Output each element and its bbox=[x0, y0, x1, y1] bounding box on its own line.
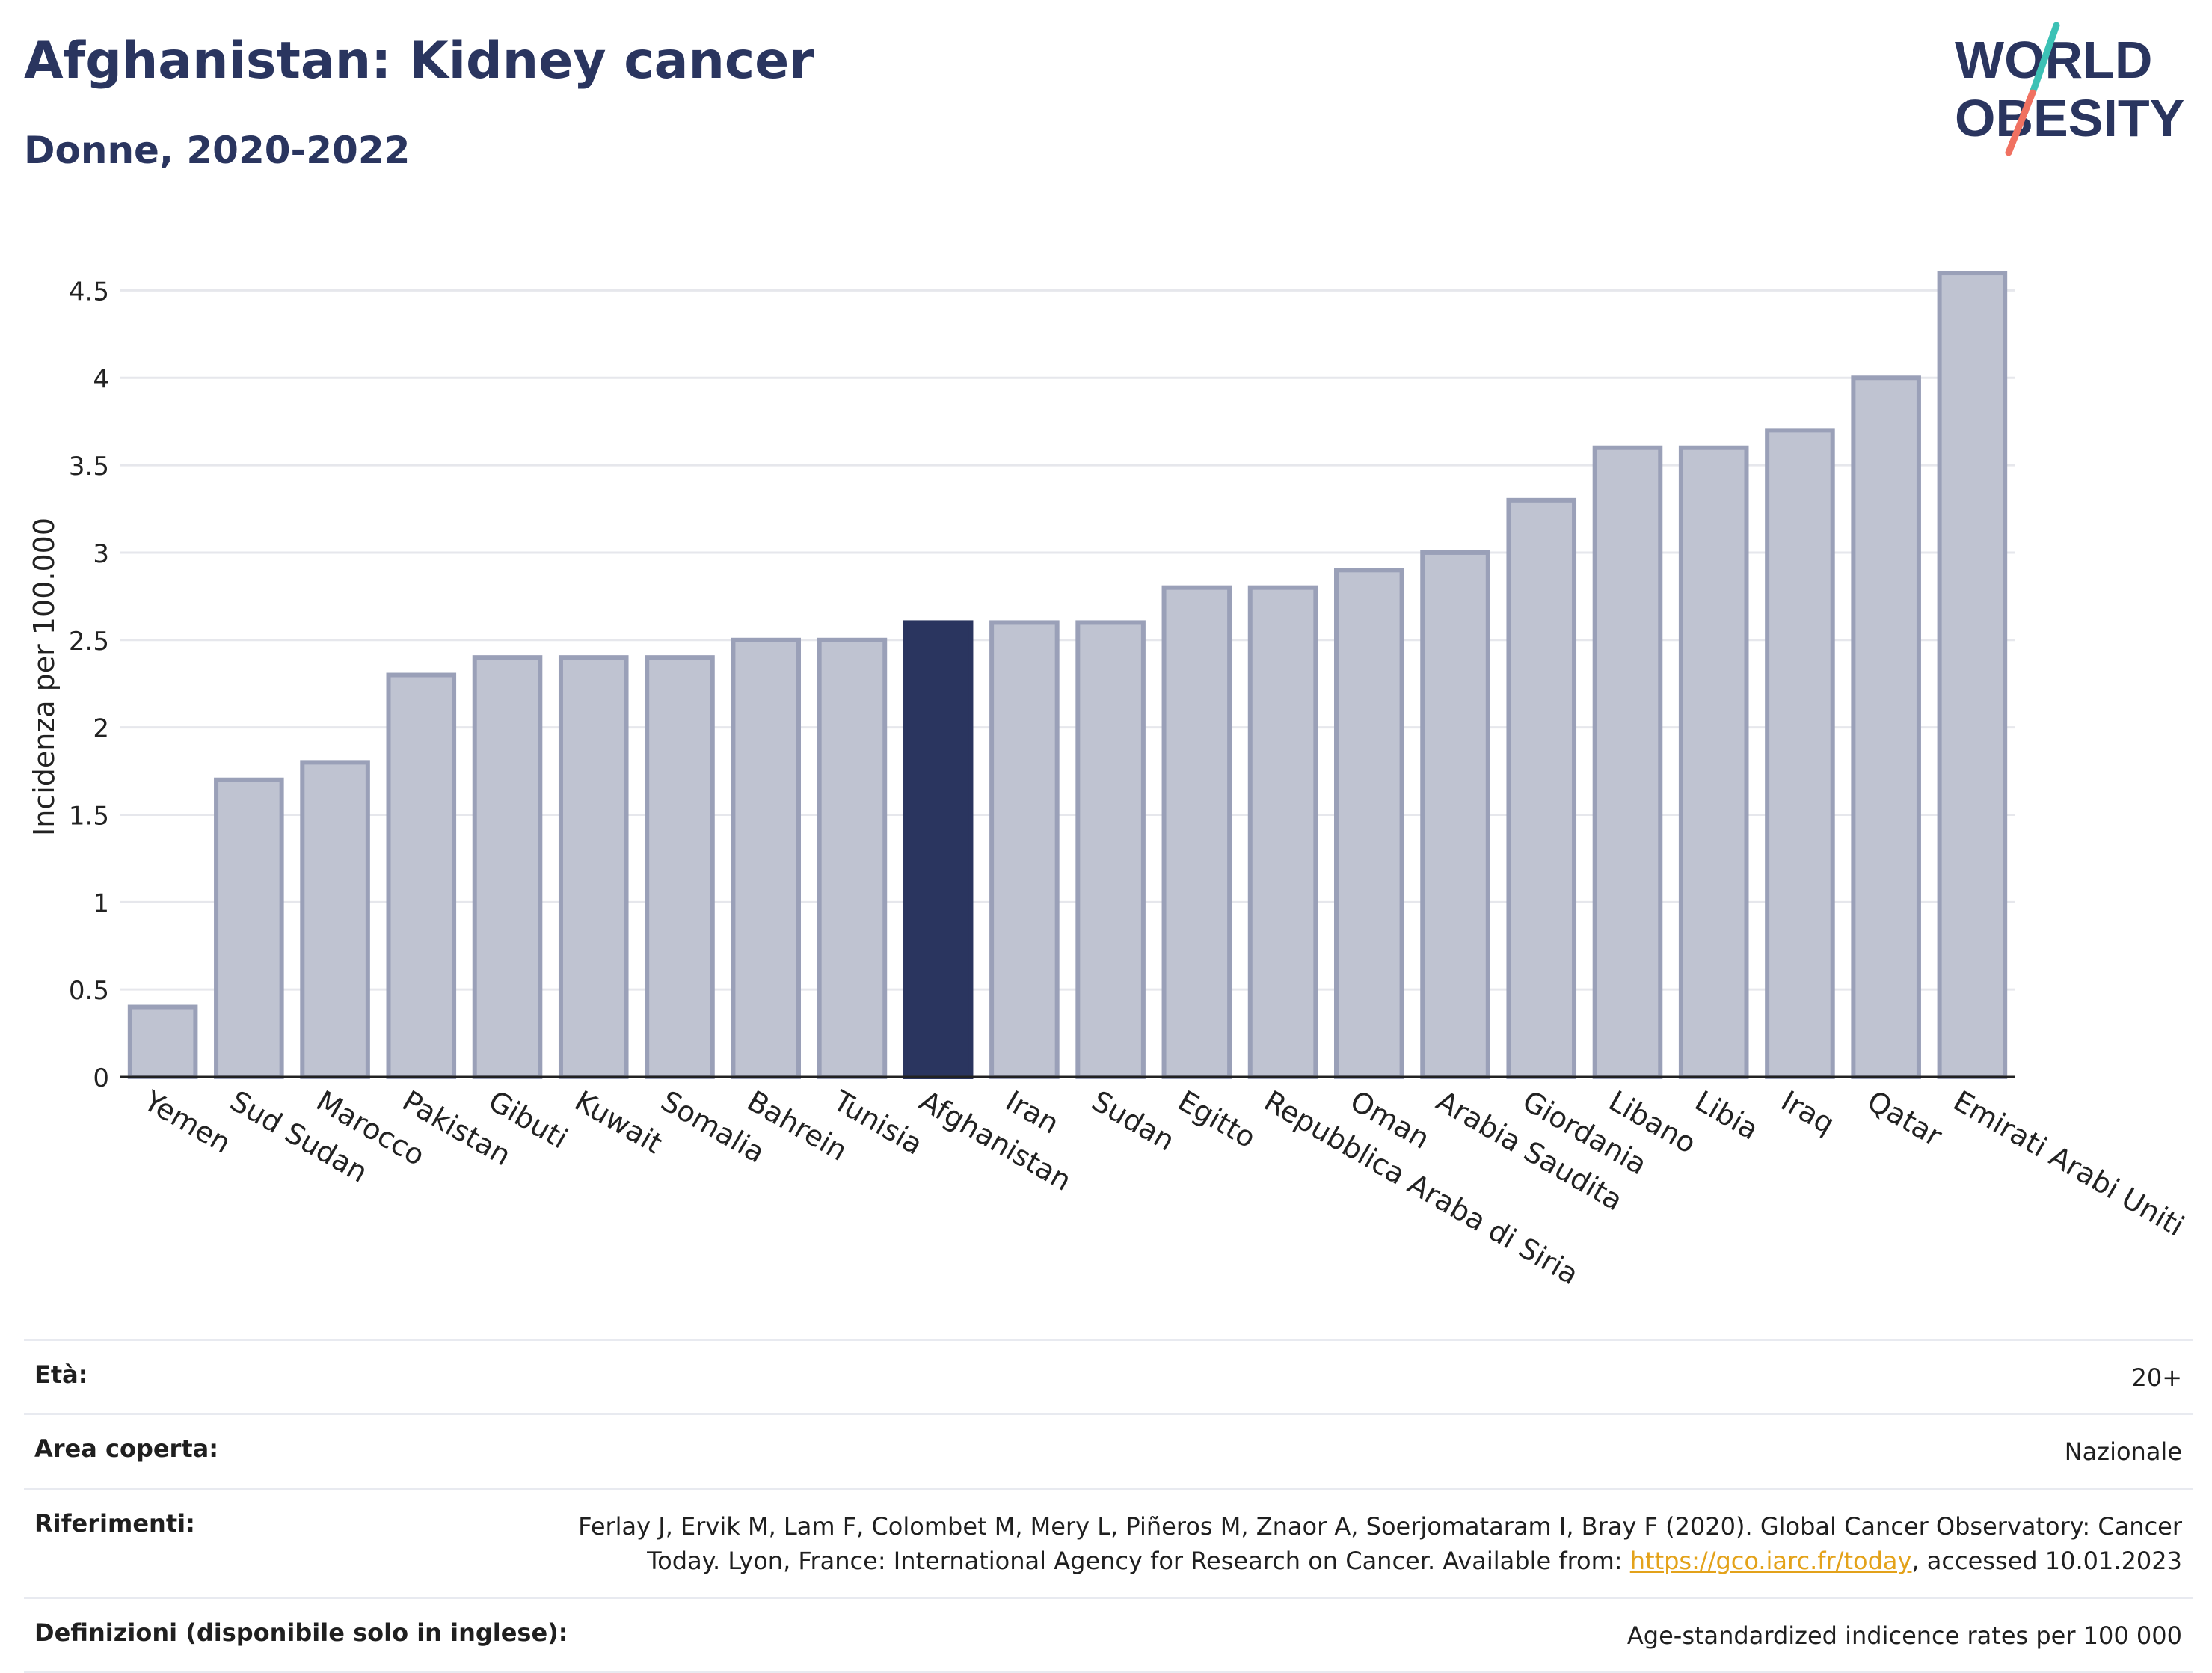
bar bbox=[1765, 428, 1835, 1079]
x-tick-label: Emirati Arabi Uniti bbox=[1948, 1084, 2190, 1243]
x-tick-label: Yemen bbox=[138, 1084, 236, 1160]
bar bbox=[1075, 620, 1146, 1079]
bar bbox=[1247, 585, 1318, 1079]
meta-row-age: Età: 20+ bbox=[24, 1339, 2193, 1413]
y-tick-label: 1.5 bbox=[69, 801, 109, 831]
references-accessed: , accessed 10.01.2023 bbox=[1911, 1547, 2182, 1576]
bar bbox=[472, 655, 543, 1079]
definitions-value: Age-standardized indicence rates per 100… bbox=[1626, 1621, 2182, 1650]
logo-slash-teal bbox=[2029, 22, 2060, 96]
bar bbox=[1851, 375, 1921, 1079]
bar bbox=[989, 620, 1060, 1079]
x-tick-label: Kuwait bbox=[569, 1084, 668, 1161]
x-tick-label: Egitto bbox=[1173, 1084, 1262, 1155]
y-tick-label: 2 bbox=[93, 714, 109, 744]
bar bbox=[386, 672, 457, 1079]
y-tick-label: 1 bbox=[93, 888, 109, 918]
meta-row-area: Area coperta: Nazionale bbox=[24, 1413, 2193, 1487]
bar bbox=[1592, 445, 1663, 1080]
y-axis-title: Incidenza per 100.000 bbox=[28, 518, 61, 836]
bar bbox=[731, 637, 801, 1079]
references-value: Ferlay J, Ervik M, Lam F, Colombet M, Me… bbox=[574, 1509, 2182, 1579]
y-tick-label: 4.5 bbox=[69, 277, 109, 307]
references-link[interactable]: https://gco.iarc.fr/today bbox=[1629, 1547, 1912, 1576]
x-tick-label: Iraq bbox=[1775, 1084, 1840, 1141]
x-tick-label: Sudan bbox=[1087, 1084, 1181, 1158]
y-tick-label: 3 bbox=[93, 539, 109, 569]
world-obesity-logo: WORLD OBESITY bbox=[1952, 18, 2199, 160]
bar-chart: 0 0.5 1 1.5 2 2.5 3 3.5 4 4.5 Incidenza per 100.00… bbox=[28, 271, 2190, 1291]
meta-row-references: Riferimenti: Ferlay J, Ervik M, Lam F, C… bbox=[24, 1487, 2193, 1597]
metadata-table: Età: 20+ Area coperta: Nazionale Riferim… bbox=[24, 1339, 2193, 1673]
area-label: Area coperta: bbox=[34, 1434, 219, 1464]
meta-row-definitions: Definizioni (disponibile solo in inglese… bbox=[24, 1596, 2193, 1673]
x-tick-label: Afghanistan bbox=[914, 1084, 1077, 1197]
bar bbox=[817, 637, 888, 1079]
logo-slash-coral bbox=[2005, 89, 2036, 156]
bar-highlighted bbox=[903, 620, 974, 1079]
area-value: Nazionale bbox=[2064, 1437, 2182, 1467]
chart-subtitle: Donne, 2020-2022 bbox=[24, 129, 411, 172]
y-tick-label: 0.5 bbox=[69, 976, 109, 1006]
bar bbox=[558, 655, 629, 1079]
y-tick-label: 4 bbox=[93, 364, 109, 394]
x-tick-label: Qatar bbox=[1862, 1084, 1948, 1153]
bar bbox=[1937, 271, 2008, 1080]
y-tick-label: 2.5 bbox=[69, 627, 109, 657]
references-text: Ferlay J, Ervik M, Lam F, Colombet M, Me… bbox=[578, 1511, 2182, 1576]
bar bbox=[127, 1004, 198, 1080]
definitions-label: Definizioni (disponibile solo in inglese… bbox=[34, 1618, 568, 1647]
logo-line2: OBESITY bbox=[1955, 89, 2184, 147]
references-label: Riferimenti: bbox=[34, 1508, 195, 1538]
age-label: Età: bbox=[34, 1360, 88, 1389]
bar bbox=[300, 760, 370, 1079]
bar bbox=[214, 777, 284, 1079]
y-tick-label: 0 bbox=[93, 1063, 109, 1093]
chart-title: Afghanistan: Kidney cancer bbox=[24, 31, 814, 90]
x-tick-label: Libia bbox=[1689, 1084, 1764, 1146]
bar bbox=[1334, 568, 1404, 1079]
bar bbox=[1506, 497, 1577, 1079]
bar bbox=[1161, 585, 1232, 1079]
bar bbox=[645, 655, 715, 1079]
bar bbox=[1420, 550, 1490, 1079]
bar bbox=[1678, 445, 1749, 1080]
y-tick-label: 3.5 bbox=[69, 452, 109, 482]
age-value: 20+ bbox=[2131, 1363, 2182, 1392]
